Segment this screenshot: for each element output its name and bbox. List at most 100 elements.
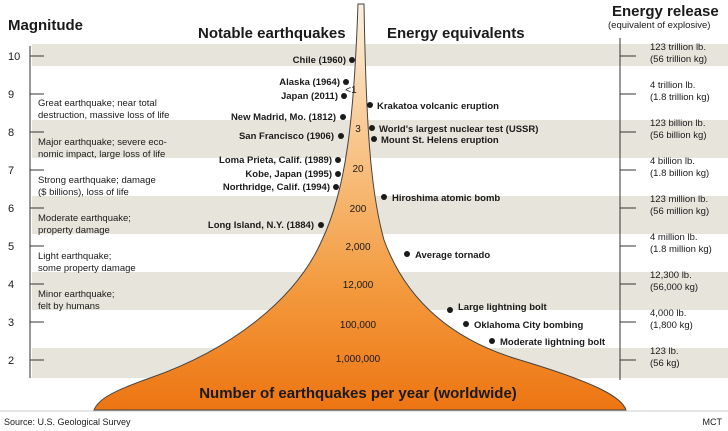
equiv-krakatoa-dot [367, 102, 373, 108]
freq-3: 3 [355, 124, 361, 135]
equiv-st-helens-dot [371, 136, 377, 142]
energy-4-lb: 12,300 lb. [650, 270, 692, 281]
notable-earthquakes: Chile (1960) Alaska (1964) Japan (2011) … [208, 55, 355, 231]
energy-3-kg: (1,800 kg) [650, 320, 693, 331]
effect-great-line2: destruction, massive loss of life [38, 110, 169, 121]
energy-5-kg: (1.8 million kg) [650, 244, 712, 255]
publisher-credit: MCT [703, 417, 723, 427]
magnitude-header: Magnitude [8, 17, 83, 34]
equiv-hiroshima-dot [381, 194, 387, 200]
quake-long-island: Long Island, N.Y. (1884) [208, 220, 314, 231]
magnitude-6: 6 [8, 203, 14, 215]
freq-12000: 12,000 [343, 280, 374, 291]
quake-new-madrid: New Madrid, Mo. (1812) [231, 112, 336, 123]
magnitude-2: 2 [8, 355, 14, 367]
quake-san-francisco: San Francisco (1906) [239, 131, 334, 142]
equiv-moderate-lightning-dot [489, 338, 495, 344]
effect-minor-line2: felt by humans [38, 301, 100, 312]
energy-8-lb: 123 billion lb. [650, 118, 705, 129]
freq-lt1: <1 [345, 85, 357, 96]
effect-light-line2: some property damage [38, 263, 136, 274]
quake-kobe-dot [335, 171, 341, 177]
magnitude-7: 7 [8, 165, 14, 177]
magnitude-5: 5 [8, 241, 14, 253]
equiv-moderate-lightning: Moderate lightning bolt [500, 337, 606, 348]
equiv-hiroshima: Hiroshima atomic bomb [392, 193, 500, 204]
equiv-nuclear-dot [369, 125, 375, 131]
band-10 [32, 44, 728, 66]
energy-9-lb: 4 trillion lb. [650, 80, 695, 91]
magnitude-4: 4 [8, 279, 14, 291]
energy-8-kg: (56 billion kg) [650, 130, 707, 141]
quake-alaska-dot [343, 79, 349, 85]
freq-2000: 2,000 [345, 242, 370, 253]
effect-great-line1: Great earthquake; near total [38, 98, 157, 109]
energy-axis [619, 38, 636, 380]
quake-san-francisco-dot [338, 133, 344, 139]
equiv-large-lightning: Large lightning bolt [458, 302, 547, 313]
quake-new-madrid-dot [340, 114, 346, 120]
effect-strong-line1: Strong earthquake; damage [38, 175, 156, 186]
effect-moderate-line2: property damage [38, 225, 110, 236]
quake-kobe: Kobe, Japan (1995) [245, 169, 332, 180]
bottom-title: Number of earthquakes per year (worldwid… [199, 385, 517, 402]
effect-moderate-line1: Moderate earthquake; [38, 213, 131, 224]
magnitude-8: 8 [8, 127, 14, 139]
energy-2-kg: (56 kg) [650, 358, 680, 369]
freq-200: 200 [350, 204, 367, 215]
equiv-okc: Oklahoma City bombing [474, 320, 583, 331]
energy-10-kg: (56 trillion kg) [650, 54, 707, 65]
notable-header: Notable earthquakes [198, 25, 346, 42]
effect-minor-line1: Minor earthquake; [38, 289, 115, 300]
equiv-nuclear: World's largest nuclear test (USSR) [379, 124, 538, 135]
equiv-krakatoa: Krakatoa volcanic eruption [377, 101, 499, 112]
freq-20: 20 [352, 164, 364, 175]
equiv-st-helens: Mount St. Helens eruption [381, 135, 499, 146]
energy-2-lb: 123 lb. [650, 346, 679, 357]
energy-9-kg: (1.8 trillion kg) [650, 92, 710, 103]
equiv-tornado: Average tornado [415, 250, 490, 261]
magnitude-9: 9 [8, 89, 14, 101]
equiv-okc-dot [463, 321, 469, 327]
energy-5-lb: 4 million lb. [650, 232, 698, 243]
source-credit: Source: U.S. Geological Survey [4, 417, 131, 427]
energy-subheader: (equivalent of explosive) [608, 20, 710, 31]
energy-7-lb: 4 billion lb. [650, 156, 695, 167]
frequency-labels: <1 3 20 200 2,000 12,000 100,000 1,000,0… [336, 85, 381, 365]
quake-northridge: Northridge, Calif. (1994) [223, 182, 330, 193]
equiv-tornado-dot [404, 251, 410, 257]
effect-major-line2: nomic impact, large loss of life [38, 149, 165, 160]
quake-chile-dot [349, 57, 355, 63]
magnitude-10: 10 [8, 51, 20, 63]
energy-equivalents: Krakatoa volcanic eruption World's large… [367, 101, 606, 348]
quake-alaska: Alaska (1964) [279, 77, 340, 88]
quake-japan: Japan (2011) [281, 91, 338, 102]
quake-loma-prieta: Loma Prieta, Calif. (1989) [219, 155, 332, 166]
energy-header: Energy release [612, 3, 719, 20]
equiv-large-lightning-dot [447, 307, 453, 313]
magnitude-axis [29, 46, 44, 378]
energy-7-kg: (1.8 billion kg) [650, 168, 709, 179]
freq-1000000: 1,000,000 [336, 354, 381, 365]
magnitude-labels: 10 9 8 7 6 5 4 3 2 [8, 51, 20, 367]
energy-6-lb: 123 million lb. [650, 194, 708, 205]
effect-strong-line2: ($ billions), loss of life [38, 187, 129, 198]
quake-long-island-dot [318, 222, 324, 228]
quake-loma-prieta-dot [335, 157, 341, 163]
freq-100000: 100,000 [340, 320, 377, 331]
quake-chile: Chile (1960) [293, 55, 346, 66]
energy-4-kg: (56,000 kg) [650, 282, 698, 293]
effect-light-line1: Light earthquake; [38, 251, 111, 262]
quake-japan-dot [341, 93, 347, 99]
band-8 [32, 120, 728, 158]
frequency-funnel [93, 3, 627, 411]
energy-release-values: 123 trillion lb. (56 trillion kg) 4 tril… [650, 42, 712, 369]
effect-descriptions: Great earthquake; near total destruction… [38, 98, 169, 312]
energy-3-lb: 4,000 lb. [650, 308, 686, 319]
magnitude-3: 3 [8, 317, 14, 329]
energy-10-lb: 123 trillion lb. [650, 42, 706, 53]
energy-6-kg: (56 million kg) [650, 206, 709, 217]
effect-major-line1: Major earthquake; severe eco- [38, 137, 167, 148]
